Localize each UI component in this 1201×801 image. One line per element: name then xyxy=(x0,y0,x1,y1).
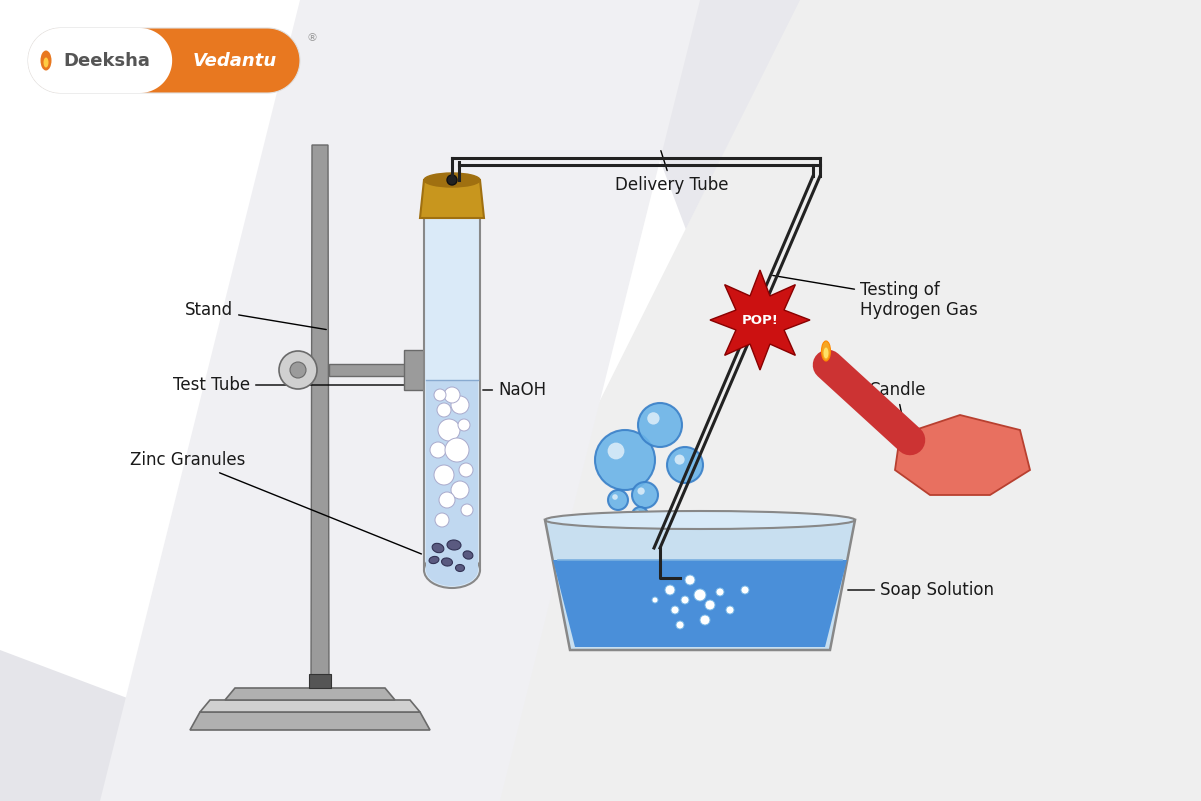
Circle shape xyxy=(430,442,446,458)
Circle shape xyxy=(461,504,473,516)
Polygon shape xyxy=(545,520,855,650)
Circle shape xyxy=(444,387,460,403)
Polygon shape xyxy=(190,712,430,730)
Circle shape xyxy=(447,175,458,185)
Polygon shape xyxy=(311,145,329,688)
Ellipse shape xyxy=(432,543,444,553)
Polygon shape xyxy=(309,674,331,688)
Circle shape xyxy=(705,600,715,610)
Circle shape xyxy=(434,465,454,485)
Text: Stand: Stand xyxy=(185,301,327,329)
Text: Candle: Candle xyxy=(868,381,926,427)
Polygon shape xyxy=(225,688,395,700)
Circle shape xyxy=(438,419,460,441)
Circle shape xyxy=(652,597,658,603)
Ellipse shape xyxy=(464,551,473,559)
Circle shape xyxy=(632,482,658,508)
Circle shape xyxy=(434,389,446,401)
Polygon shape xyxy=(400,0,1201,801)
Circle shape xyxy=(452,481,470,499)
Circle shape xyxy=(452,396,470,414)
Circle shape xyxy=(594,430,655,490)
Ellipse shape xyxy=(821,341,831,361)
Circle shape xyxy=(676,621,685,629)
Circle shape xyxy=(665,585,675,595)
Circle shape xyxy=(446,438,470,462)
Circle shape xyxy=(608,490,628,510)
Circle shape xyxy=(685,575,695,585)
Circle shape xyxy=(725,606,734,614)
Circle shape xyxy=(694,589,706,601)
Ellipse shape xyxy=(43,58,48,67)
Polygon shape xyxy=(426,380,478,570)
Ellipse shape xyxy=(455,565,465,571)
Circle shape xyxy=(440,492,455,508)
Circle shape xyxy=(741,586,749,594)
Ellipse shape xyxy=(447,540,461,550)
Polygon shape xyxy=(100,0,700,801)
Polygon shape xyxy=(404,350,426,390)
Ellipse shape xyxy=(41,50,52,70)
Ellipse shape xyxy=(424,173,480,187)
Polygon shape xyxy=(424,215,480,570)
Circle shape xyxy=(667,447,703,483)
Text: POP!: POP! xyxy=(741,313,778,327)
Polygon shape xyxy=(600,0,1201,801)
Circle shape xyxy=(635,510,640,515)
Polygon shape xyxy=(201,700,420,712)
Circle shape xyxy=(716,588,724,596)
Circle shape xyxy=(459,463,473,477)
Polygon shape xyxy=(28,28,172,93)
Polygon shape xyxy=(710,270,809,370)
Ellipse shape xyxy=(429,557,440,564)
Circle shape xyxy=(279,351,317,389)
Text: Vedantu: Vedantu xyxy=(192,51,277,70)
Circle shape xyxy=(437,403,452,417)
Circle shape xyxy=(458,419,470,431)
Circle shape xyxy=(675,454,685,465)
Text: Testing of
Hydrogen Gas: Testing of Hydrogen Gas xyxy=(772,276,978,320)
Circle shape xyxy=(608,443,625,460)
Ellipse shape xyxy=(424,552,480,588)
Circle shape xyxy=(647,413,659,425)
Polygon shape xyxy=(895,415,1030,495)
Circle shape xyxy=(632,507,649,523)
Text: Zinc Granules: Zinc Granules xyxy=(130,451,422,554)
Text: NaOH: NaOH xyxy=(483,381,546,399)
Circle shape xyxy=(671,606,679,614)
Circle shape xyxy=(435,513,449,527)
Circle shape xyxy=(638,403,682,447)
Polygon shape xyxy=(0,650,400,801)
Text: Test Tube: Test Tube xyxy=(173,376,422,394)
Text: Deeksha: Deeksha xyxy=(64,51,150,70)
Ellipse shape xyxy=(545,511,855,529)
Circle shape xyxy=(638,488,645,495)
Polygon shape xyxy=(426,356,442,384)
Polygon shape xyxy=(552,560,847,647)
Text: Soap Solution: Soap Solution xyxy=(848,581,994,599)
Circle shape xyxy=(613,494,617,500)
Circle shape xyxy=(289,362,306,378)
Circle shape xyxy=(700,615,710,625)
Polygon shape xyxy=(329,364,420,376)
Polygon shape xyxy=(420,180,484,218)
Ellipse shape xyxy=(426,554,478,586)
Ellipse shape xyxy=(824,348,829,359)
Text: Delivery Tube: Delivery Tube xyxy=(615,151,729,194)
Polygon shape xyxy=(28,28,300,93)
Circle shape xyxy=(681,596,689,604)
Text: ®: ® xyxy=(306,33,317,43)
Ellipse shape xyxy=(442,557,453,566)
